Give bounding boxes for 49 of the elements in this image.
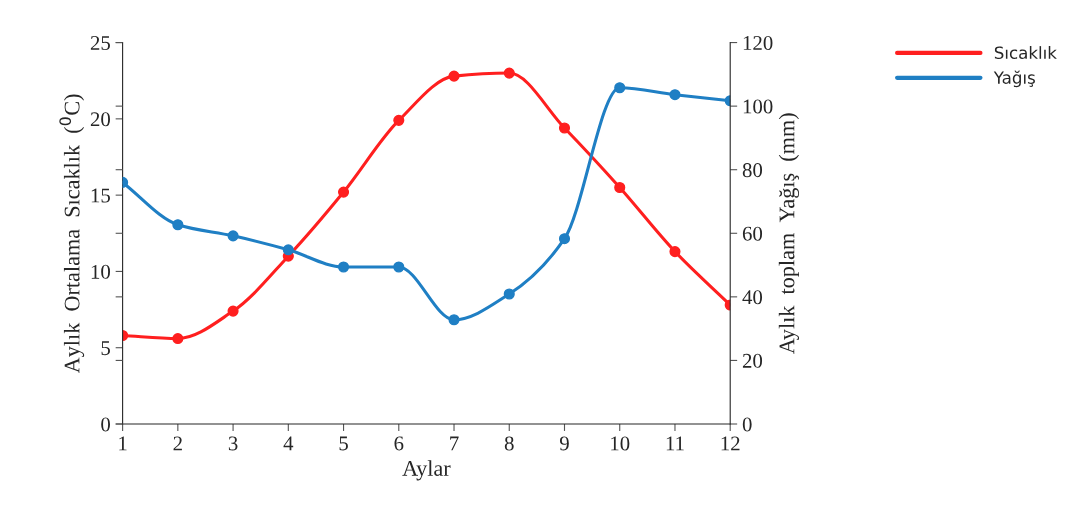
point <box>337 186 350 198</box>
point <box>172 333 184 345</box>
point <box>282 244 294 256</box>
y2-tick-label: 40 <box>742 290 763 305</box>
x-tick-label: 4 <box>283 436 294 451</box>
point <box>669 89 681 101</box>
y2-axis-title: Aylık toplam Yağış (mm) <box>778 113 800 354</box>
x-tick-label: 5 <box>339 436 348 451</box>
y-tick-label: 5 <box>101 341 110 356</box>
point <box>558 122 571 134</box>
point <box>393 114 405 126</box>
point <box>393 261 405 273</box>
y-tick-label: 0 <box>101 417 111 432</box>
point <box>227 230 239 242</box>
x-tick-label: 9 <box>559 436 569 451</box>
y2-tick-label: 80 <box>742 163 763 178</box>
y-tick-label: 20 <box>90 112 111 127</box>
y2-tick-label: 60 <box>742 226 763 241</box>
y2-tick-label: 100 <box>743 99 773 114</box>
x-tick-label: 2 <box>173 436 182 451</box>
x-tick-label: 10 <box>611 436 630 451</box>
y-tick-label: 25 <box>90 35 110 50</box>
x-tick-label: 8 <box>504 436 514 451</box>
point <box>558 233 571 245</box>
x-tick-label: 12 <box>721 436 740 451</box>
point <box>337 261 350 273</box>
point <box>448 314 460 326</box>
x-axis-title: Aylar <box>402 460 451 481</box>
point <box>614 181 626 194</box>
point <box>172 219 184 231</box>
x-tick-label: 3 <box>228 436 238 451</box>
y-tick-label: 15 <box>91 188 110 203</box>
legend-label: Yağış <box>993 70 1035 88</box>
point <box>227 305 239 317</box>
y-tick-label: 10 <box>91 264 111 279</box>
y2-tick-label: 120 <box>743 35 773 50</box>
x-tick-label: 7 <box>450 436 459 451</box>
point <box>669 246 681 258</box>
x-tick-label: 1 <box>119 436 127 451</box>
y2-tick-label: 20 <box>742 353 763 368</box>
point <box>448 70 460 82</box>
point <box>503 67 515 79</box>
point <box>503 288 515 300</box>
legend-label: Sıcaklık <box>994 46 1057 60</box>
x-tick-label: 6 <box>394 436 404 451</box>
x-tick-label: 11 <box>666 436 684 451</box>
y-axis-title: Aylık Ortalama Sıcaklık ($^{0}$C) <box>59 94 85 374</box>
point <box>614 82 626 94</box>
y2-tick-label: 0 <box>742 417 752 432</box>
